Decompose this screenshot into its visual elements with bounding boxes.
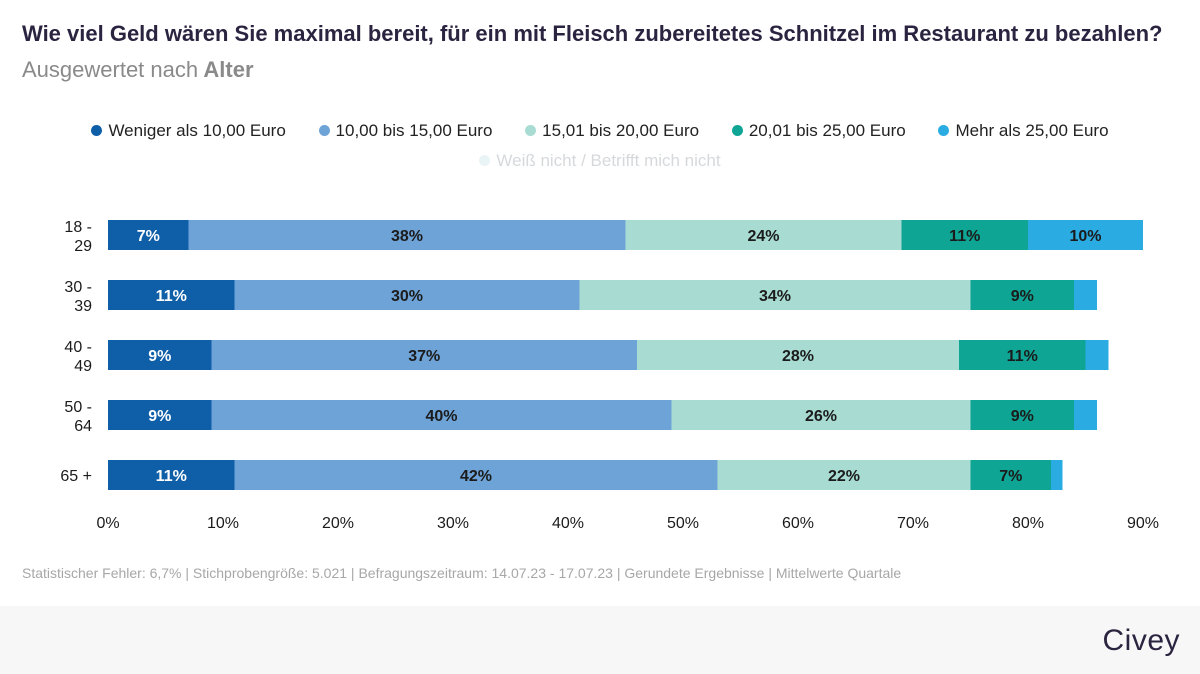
data-label: 11% <box>949 228 980 245</box>
category-label: 30 -39 <box>64 279 92 315</box>
x-tick-label: 60% <box>782 515 814 532</box>
x-tick-label: 0% <box>96 515 119 532</box>
legend-dot-6 <box>479 155 491 166</box>
legend-label-1: Weniger als 10,00 Euro <box>108 121 286 140</box>
legend-item-3: 15,01 bis 20,00 Euro <box>525 116 699 146</box>
data-label: 34% <box>759 288 791 305</box>
data-label: 42% <box>460 468 492 485</box>
bar-segment <box>970 400 1074 430</box>
data-label: 10% <box>1069 228 1101 245</box>
data-label: 9% <box>1011 288 1034 305</box>
category-label: 18 -29 <box>64 219 92 255</box>
bar-segment <box>579 280 971 310</box>
category-label: 40 -49 <box>64 339 92 375</box>
bar-segment <box>637 340 959 370</box>
legend-dot-3 <box>525 125 537 136</box>
data-label: 11% <box>156 468 187 485</box>
data-label: 22% <box>828 468 860 485</box>
data-label: 24% <box>747 228 779 245</box>
legend-item-6: Weiß nicht / Betrifft mich nicht <box>479 146 721 176</box>
x-tick-label: 30% <box>437 515 469 532</box>
x-tick-label: 20% <box>322 515 354 532</box>
bar-segment <box>108 220 189 250</box>
x-tick-label: 90% <box>1127 515 1159 532</box>
chart-subtitle-strong: Alter <box>203 57 254 82</box>
bar-segment <box>108 460 235 490</box>
bar-segment <box>970 280 1074 310</box>
data-label: 7% <box>999 468 1022 485</box>
legend-dot-5 <box>938 125 950 136</box>
data-label: 9% <box>1011 408 1034 425</box>
data-label: 11% <box>1007 348 1038 365</box>
legend: Weniger als 10,00 Euro 10,00 bis 15,00 E… <box>0 116 1200 176</box>
bar-segment <box>211 340 637 370</box>
legend-label-5: Mehr als 25,00 Euro <box>955 121 1109 140</box>
bottom-band: Civey <box>0 606 1200 674</box>
bar-segment <box>625 220 902 250</box>
bar-segment <box>108 400 212 430</box>
legend-dot-1 <box>91 125 103 136</box>
data-label: 37% <box>408 348 440 365</box>
x-tick-label: 50% <box>667 515 699 532</box>
legend-label-3: 15,01 bis 20,00 Euro <box>542 121 700 140</box>
data-label: 30% <box>391 288 423 305</box>
bar-segment <box>970 460 1051 490</box>
legend-dot-4 <box>731 125 743 136</box>
legend-row-1: Weniger als 10,00 Euro 10,00 bis 15,00 E… <box>0 116 1200 146</box>
data-label: 40% <box>425 408 457 425</box>
legend-label-6: Weiß nicht / Betrifft mich nicht <box>496 151 721 170</box>
bar-segment <box>1074 400 1097 430</box>
x-tick-label: 10% <box>207 515 239 532</box>
bar-segment <box>234 460 718 490</box>
data-label: 7% <box>137 228 160 245</box>
bar-segment <box>717 460 971 490</box>
legend-dot-2 <box>318 125 330 136</box>
bar-segment <box>108 340 212 370</box>
bar-segment <box>1074 280 1097 310</box>
category-label: 50 -64 <box>64 399 92 435</box>
bar-segment <box>1028 220 1143 250</box>
legend-item-1: Weniger als 10,00 Euro <box>91 116 286 146</box>
data-label: 26% <box>805 408 837 425</box>
bar-segment <box>108 280 235 310</box>
bar-segment <box>1085 340 1109 370</box>
data-label: 28% <box>782 348 814 365</box>
bar-segment <box>211 400 672 430</box>
bar-segment <box>959 340 1086 370</box>
chart-subtitle: Ausgewertet nach <box>22 57 199 82</box>
data-label: 9% <box>148 348 171 365</box>
bar-segment <box>188 220 626 250</box>
x-tick-label: 80% <box>1012 515 1044 532</box>
bar-segment <box>671 400 971 430</box>
bar-segment <box>901 220 1028 250</box>
legend-item-4: 20,01 bis 25,00 Euro <box>731 116 906 146</box>
x-tick-label: 70% <box>897 515 929 532</box>
legend-row-2: Weiß nicht / Betrifft mich nicht <box>0 146 1200 176</box>
civey-logo: Civey <box>1102 624 1180 657</box>
data-label: 11% <box>156 288 187 305</box>
footer-note: Statistischer Fehler: 6,7% | Stichproben… <box>22 565 902 581</box>
legend-item-5: Mehr als 25,00 Euro <box>938 116 1109 146</box>
chart-title: Wie viel Geld wären Sie maximal bereit, … <box>22 16 1182 88</box>
legend-item-2: 10,00 bis 15,00 Euro <box>318 116 493 146</box>
legend-label-4: 20,01 bis 25,00 Euro <box>748 121 906 140</box>
data-label: 38% <box>391 228 423 245</box>
legend-label-2: 10,00 bis 15,00 Euro <box>335 121 493 140</box>
x-tick-label: 40% <box>552 515 584 532</box>
bar-segment <box>1051 460 1063 490</box>
bar-segment <box>234 280 580 310</box>
data-label: 9% <box>148 408 171 425</box>
stacked-bar-chart: 18 -29 30 -39 40 -49 50 -64 65 + 7% 38% 24% 11% 1… <box>60 219 1159 532</box>
category-label: 65 + <box>60 468 92 485</box>
chart-title-main: Wie viel Geld wären Sie maximal bereit, … <box>22 21 1163 46</box>
